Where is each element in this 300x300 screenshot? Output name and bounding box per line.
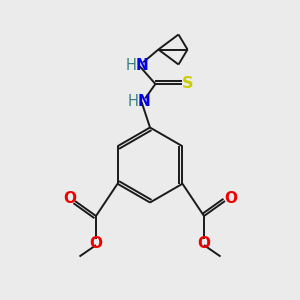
- Text: O: O: [197, 236, 211, 251]
- Text: O: O: [63, 191, 76, 206]
- Text: N: N: [136, 58, 148, 74]
- Text: H: H: [126, 58, 136, 73]
- Text: S: S: [182, 76, 194, 92]
- Text: O: O: [224, 191, 237, 206]
- Text: H: H: [128, 94, 139, 109]
- Text: O: O: [89, 236, 103, 251]
- Text: N: N: [138, 94, 150, 110]
